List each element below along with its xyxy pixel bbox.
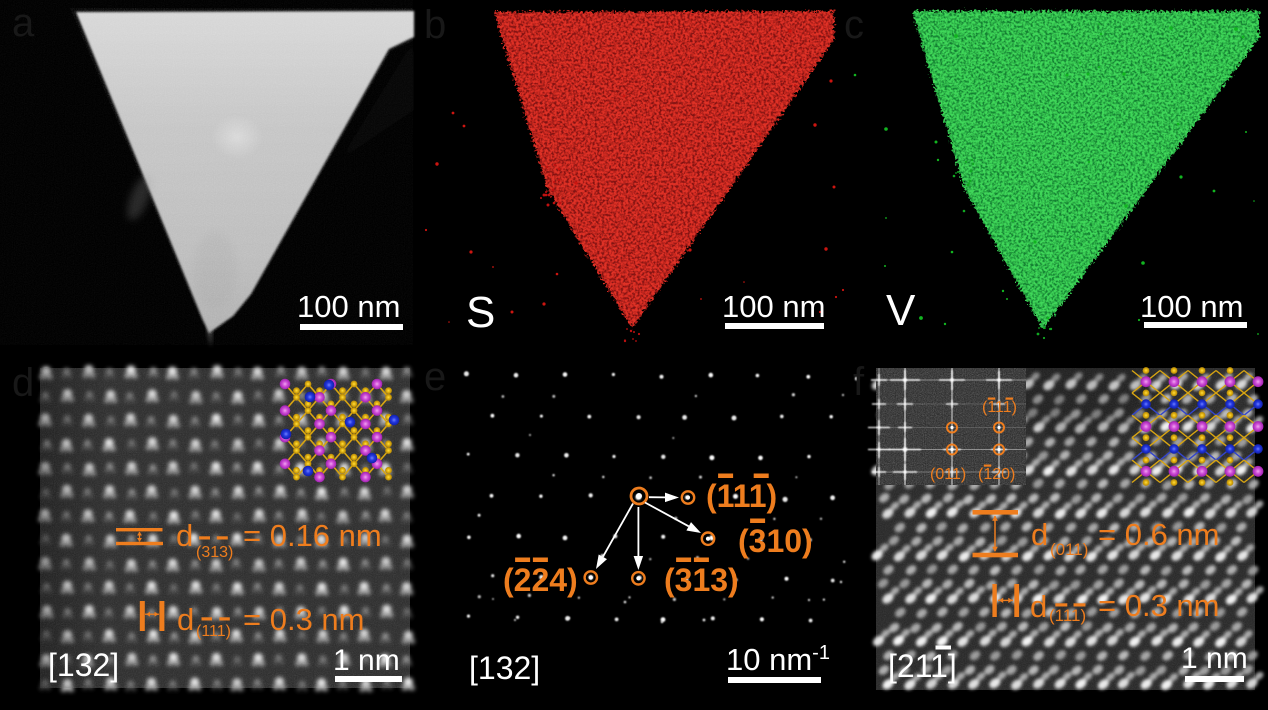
- svg-text:1 nm: 1 nm: [333, 644, 400, 677]
- svg-text:= 0.6 nm: = 0.6 nm: [1098, 517, 1220, 552]
- svg-text:f: f: [853, 360, 865, 404]
- svg-text:(011): (011): [930, 466, 966, 483]
- svg-text:(310): (310): [738, 523, 813, 559]
- svg-text:d: d: [12, 361, 34, 405]
- svg-text:[132]: [132]: [469, 650, 540, 686]
- svg-text:S: S: [466, 288, 495, 337]
- svg-text:(111): (111): [1049, 606, 1086, 625]
- svg-text:(111): (111): [706, 478, 777, 514]
- svg-text:b: b: [424, 3, 446, 47]
- svg-text:= 0.3 nm: = 0.3 nm: [243, 602, 365, 637]
- svg-text:100 nm: 100 nm: [1140, 289, 1243, 324]
- svg-text:(011): (011): [1050, 540, 1088, 559]
- svg-text:[211]: [211]: [888, 648, 957, 684]
- svg-text:100 nm: 100 nm: [297, 289, 400, 324]
- svg-text:100 nm: 100 nm: [722, 289, 825, 324]
- svg-text:c: c: [844, 3, 864, 47]
- svg-text:d: d: [176, 518, 193, 553]
- svg-text:(224): (224): [503, 562, 578, 598]
- svg-text:(111): (111): [196, 623, 231, 640]
- svg-text:[132]: [132]: [48, 647, 119, 683]
- svg-text:(313): (313): [664, 562, 739, 598]
- svg-text:a: a: [12, 1, 35, 45]
- svg-text:(313): (313): [196, 544, 233, 561]
- svg-text:d: d: [177, 602, 194, 637]
- svg-text:e: e: [424, 355, 446, 399]
- svg-text:(111): (111): [982, 399, 1017, 416]
- svg-text:= 0.3 nm: = 0.3 nm: [1098, 588, 1220, 623]
- svg-text:= 0.16 nm: = 0.16 nm: [243, 518, 382, 553]
- svg-text:1 nm: 1 nm: [1181, 642, 1248, 675]
- svg-text:d: d: [1031, 517, 1048, 552]
- svg-text:(120): (120): [978, 466, 1015, 483]
- svg-text:V: V: [886, 286, 916, 335]
- svg-text:d: d: [1030, 589, 1047, 624]
